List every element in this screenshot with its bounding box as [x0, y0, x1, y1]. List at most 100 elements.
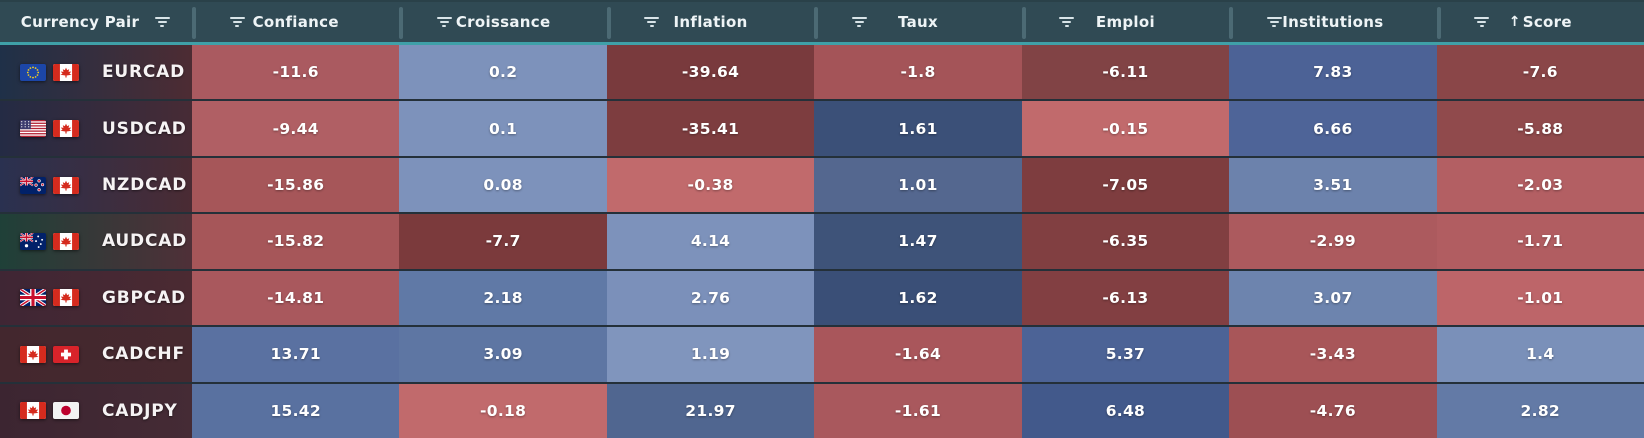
filter-icon[interactable] — [850, 17, 868, 27]
filter-icon[interactable] — [1058, 17, 1076, 27]
flag-ca-icon — [53, 176, 79, 194]
cell-institutions: 3.07 — [1229, 270, 1437, 326]
cell-confiance: -14.81 — [192, 270, 400, 326]
cell-institutions: -3.43 — [1229, 327, 1437, 382]
cell-inflation: -35.41 — [606, 101, 815, 156]
flag-ch-icon — [53, 345, 79, 363]
table-row-nzdcad[interactable]: NZDCAD -15.86 0.08 -0.38 1.01 -7.05 3.51 -2.03 — [0, 155, 1644, 213]
cell-croissance: -7.7 — [399, 214, 607, 269]
table-row-eurcad[interactable]: EURCAD -11.6 0.2 -39.64 -1.8 -6.11 7.83 -7.6 — [0, 45, 1644, 100]
column-header-inflation[interactable]: Inflation — [606, 2, 814, 42]
cell-croissance: 2.18 — [399, 270, 607, 326]
filter-icon[interactable] — [435, 17, 453, 27]
cell-taux: -1.8 — [814, 45, 1022, 100]
column-header-croissance[interactable]: Croissance — [399, 2, 606, 42]
cell-inflation: 1.19 — [606, 327, 815, 382]
cell-institutions: -2.99 — [1229, 214, 1437, 269]
cell-emploi: -6.35 — [1021, 214, 1230, 269]
pair-cell: NZDCAD — [0, 157, 192, 213]
cell-taux: 1.01 — [814, 157, 1022, 213]
pair-label: GBPCAD — [102, 287, 186, 308]
flag-jp-icon — [53, 402, 79, 420]
cell-croissance: 0.08 — [399, 157, 607, 213]
flag-gb-icon — [20, 289, 46, 307]
cell-taux: 1.62 — [814, 270, 1022, 326]
cell-croissance: 3.09 — [399, 327, 607, 382]
pair-label: EURCAD — [102, 62, 186, 83]
table-row-usdcad[interactable]: USDCAD -9.44 0.1 -35.41 1.61 -0.15 6.66 -5.88 — [0, 99, 1644, 156]
flag-ca-icon — [53, 63, 79, 81]
column-header-label: Croissance — [455, 13, 551, 31]
cell-emploi: -6.11 — [1021, 45, 1230, 100]
column-header-institutions[interactable]: Institutions — [1229, 2, 1436, 42]
cell-taux: 1.47 — [814, 214, 1022, 269]
cell-confiance: -9.44 — [192, 101, 400, 156]
table-body: EURCAD -11.6 0.2 -39.64 -1.8 -6.11 7.83 -7.6 USD… — [0, 45, 1644, 438]
cell-taux: -1.61 — [814, 383, 1022, 438]
flag-ca-icon — [20, 402, 46, 420]
cell-institutions: 7.83 — [1229, 45, 1437, 100]
filter-icon[interactable] — [1265, 17, 1283, 27]
cell-inflation: 4.14 — [606, 214, 815, 269]
flag-ca-icon — [53, 232, 79, 250]
cell-emploi: 6.48 — [1021, 383, 1230, 438]
cell-croissance: 0.2 — [399, 45, 607, 100]
cell-score: -2.03 — [1436, 157, 1644, 213]
flag-ca-icon — [53, 289, 79, 307]
cell-confiance: -11.6 — [192, 45, 400, 100]
table-header-row: Currency Pair Confiance Croissance Infla… — [0, 0, 1644, 45]
pair-cell: USDCAD — [0, 101, 192, 156]
table-row-cadjpy[interactable]: CADJPY 15.42 -0.18 21.97 -1.61 6.48 -4.76 2.82 — [0, 381, 1644, 438]
column-header-label: Currency Pair — [20, 13, 140, 31]
flag-ca-icon — [20, 345, 46, 363]
pair-label: CADJPY — [102, 400, 178, 421]
filter-icon[interactable] — [153, 17, 171, 27]
pair-cell: GBPCAD — [0, 270, 192, 326]
cell-institutions: -4.76 — [1229, 383, 1437, 438]
column-header-label: Score — [1522, 13, 1572, 31]
cell-institutions: 3.51 — [1229, 157, 1437, 213]
table-row-cadchf[interactable]: CADCHF 13.71 3.09 1.19 -1.64 5.37 -3.43 1.4 — [0, 325, 1644, 382]
flag-eu-icon — [20, 63, 46, 81]
cell-score: 2.82 — [1436, 383, 1644, 438]
cell-inflation: 21.97 — [606, 383, 815, 438]
column-header-confiance[interactable]: Confiance — [192, 2, 399, 42]
cell-taux: 1.61 — [814, 101, 1022, 156]
cell-score: -1.71 — [1436, 214, 1644, 269]
filter-icon[interactable] — [643, 17, 661, 27]
filter-icon[interactable] — [1473, 17, 1491, 27]
cell-confiance: -15.82 — [192, 214, 400, 269]
cell-confiance: 15.42 — [192, 383, 400, 438]
cell-emploi: -0.15 — [1021, 101, 1230, 156]
cell-inflation: -39.64 — [606, 45, 815, 100]
pair-cell: EURCAD — [0, 45, 192, 100]
cell-taux: -1.64 — [814, 327, 1022, 382]
cell-score: -1.01 — [1436, 270, 1644, 326]
cell-inflation: 2.76 — [606, 270, 815, 326]
pair-label: CADCHF — [102, 344, 185, 365]
table-row-gbpcad[interactable]: GBPCAD -14.81 2.18 2.76 1.62 -6.13 3.07 -1.01 — [0, 268, 1644, 326]
cell-score: -5.88 — [1436, 101, 1644, 156]
pair-label: NZDCAD — [102, 175, 188, 196]
pair-label: USDCAD — [102, 118, 187, 139]
column-header-score[interactable]: ↑ Score — [1436, 2, 1644, 42]
cell-score: -7.6 — [1436, 45, 1644, 100]
cell-emploi: -7.05 — [1021, 157, 1230, 213]
pair-cell: CADJPY — [0, 383, 192, 438]
column-header-taux[interactable]: Taux — [814, 2, 1021, 42]
column-header-label: Institutions — [1282, 13, 1384, 31]
column-header-emploi[interactable]: Emploi — [1021, 2, 1229, 42]
flag-us-icon — [20, 120, 46, 138]
cell-confiance: -15.86 — [192, 157, 400, 213]
cell-inflation: -0.38 — [606, 157, 815, 213]
cell-emploi: 5.37 — [1021, 327, 1230, 382]
flag-au-icon — [20, 232, 46, 250]
column-header-label: Taux — [898, 13, 938, 31]
column-header-label: Confiance — [252, 13, 339, 31]
sort-ascending-icon: ↑ — [1508, 14, 1521, 30]
column-header-currency-pair[interactable]: Currency Pair — [0, 2, 192, 42]
table-row-audcad[interactable]: AUDCAD -15.82 -7.7 4.14 1.47 -6.35 -2.99 -1.71 — [0, 212, 1644, 269]
filter-icon[interactable] — [228, 17, 246, 27]
pair-cell: AUDCAD — [0, 214, 192, 269]
